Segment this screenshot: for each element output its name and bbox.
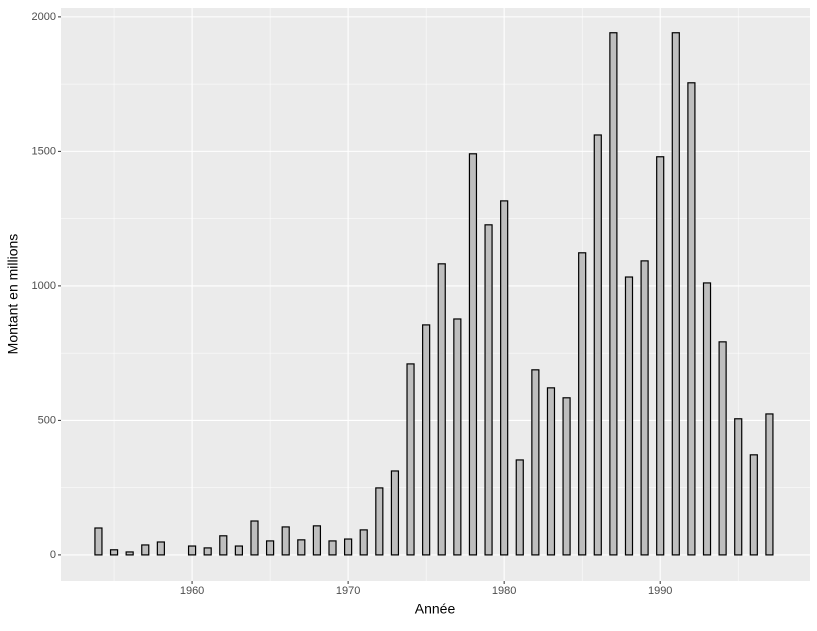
bar: [312, 525, 322, 556]
bar: [484, 224, 493, 556]
bar: [765, 413, 774, 556]
bar: [749, 454, 758, 556]
bar: [515, 459, 524, 556]
bar: [702, 282, 712, 556]
bars: [94, 32, 774, 556]
bar: [562, 397, 571, 556]
bar: [375, 487, 384, 556]
bar: [734, 418, 743, 556]
x-tick-label: 1980: [492, 585, 516, 597]
bar: [187, 545, 197, 556]
bar: [234, 545, 243, 556]
bar: [593, 134, 602, 556]
bar: [109, 549, 119, 556]
bar: [265, 540, 275, 556]
bar: [250, 520, 259, 556]
bar: [453, 318, 462, 556]
bar: [687, 82, 696, 556]
bar: [328, 540, 337, 556]
y-tick-label: 0: [50, 549, 56, 561]
y-tick-label: 1000: [32, 280, 56, 292]
bar: [578, 252, 587, 556]
y-tick-label: 1500: [32, 145, 56, 157]
bar: [359, 529, 368, 556]
x-tick-label: 1960: [180, 585, 204, 597]
bar: [390, 470, 400, 556]
x-tick-label: 1970: [336, 585, 360, 597]
bar: [141, 544, 150, 556]
bar: [656, 156, 665, 556]
bar: [203, 547, 212, 556]
bar: [500, 200, 509, 556]
y-tick-label: 500: [38, 414, 56, 426]
bar: [671, 32, 680, 556]
panel: [61, 8, 810, 581]
bar: [344, 538, 353, 556]
bar: [624, 276, 634, 556]
bar: [94, 527, 103, 556]
bar: [219, 535, 228, 556]
bar: [297, 539, 306, 556]
bar: [125, 551, 134, 556]
bar: [718, 341, 727, 556]
x-axis-label: Année: [415, 601, 456, 617]
y-axis-label: Montant en millions: [5, 234, 21, 355]
bar: [640, 260, 649, 556]
bar: [546, 387, 556, 556]
bar: [437, 263, 446, 556]
bar: [281, 526, 290, 556]
bar: [422, 324, 431, 556]
bar: [609, 32, 618, 556]
bar: [468, 153, 478, 556]
bar: [156, 541, 165, 556]
bar: [531, 369, 540, 556]
bar: [406, 363, 415, 556]
y-tick-label: 2000: [32, 11, 56, 23]
x-tick-label: 1990: [648, 585, 672, 597]
